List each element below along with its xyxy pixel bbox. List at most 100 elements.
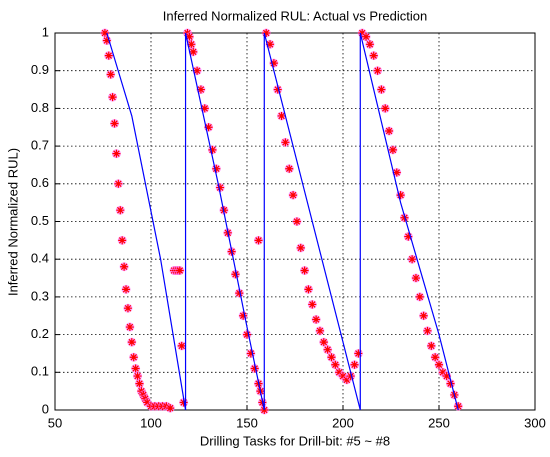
prediction-point	[315, 326, 325, 336]
point-star	[339, 372, 347, 381]
prediction-point	[127, 337, 137, 347]
y-tick-label: 0.7	[31, 138, 49, 153]
point-star	[187, 40, 196, 49]
point-star	[108, 93, 117, 102]
point-star	[388, 145, 397, 154]
point-star	[122, 285, 131, 294]
point-star	[129, 353, 138, 362]
point-star	[104, 51, 113, 60]
prediction-point	[165, 403, 175, 413]
prediction-point	[115, 205, 125, 215]
x-tick-label: 300	[524, 415, 546, 430]
prediction-point	[131, 364, 141, 374]
prediction-point	[125, 322, 135, 332]
point-star	[277, 111, 286, 120]
y-tick-label: 0.8	[31, 100, 49, 115]
point-star	[127, 338, 136, 347]
point-star	[246, 349, 255, 358]
prediction-point	[292, 217, 302, 226]
prediction-point	[121, 284, 131, 294]
prediction-point	[280, 137, 290, 147]
point-star	[100, 29, 109, 37]
chart-title: Inferred Normalized RUL: Actual vs Predi…	[163, 8, 427, 23]
point-star	[396, 191, 405, 200]
point-star	[235, 289, 244, 298]
point-star	[427, 341, 436, 350]
y-tick-label: 0.3	[31, 288, 49, 303]
prediction-point	[365, 39, 375, 49]
prediction-point	[133, 371, 143, 381]
point-star	[285, 164, 294, 173]
point-star	[292, 217, 301, 226]
prediction-point	[129, 352, 139, 362]
prediction-point	[369, 51, 379, 61]
prediction-point	[246, 348, 256, 358]
prediction-point	[119, 262, 129, 272]
prediction-point	[330, 360, 340, 370]
prediction-point	[238, 311, 248, 321]
point-star	[123, 304, 132, 313]
point-star	[243, 330, 251, 339]
prediction-point	[422, 326, 432, 336]
point-star	[300, 266, 309, 275]
prediction-point	[376, 85, 386, 95]
point-star	[289, 191, 298, 200]
prediction-point	[175, 266, 185, 276]
point-star	[125, 323, 134, 332]
point-star	[143, 398, 152, 407]
point-star	[254, 236, 263, 245]
point-star	[204, 123, 213, 132]
prediction-point	[296, 243, 306, 253]
y-tick-label: 0.5	[31, 213, 49, 228]
point-star	[335, 368, 344, 377]
prediction-point	[104, 51, 114, 61]
prediction-point	[453, 401, 463, 411]
point-star	[323, 345, 332, 354]
x-axis-label: Drilling Tasks for Drill-bit: #5 ~ #8	[200, 433, 390, 448]
x-tick-label: 150	[236, 415, 258, 430]
y-tick-label: 0.4	[31, 251, 49, 266]
point-star	[373, 66, 382, 75]
point-star	[319, 338, 328, 347]
prediction-point	[273, 85, 283, 95]
plot-frame	[54, 32, 536, 411]
point-star	[404, 232, 413, 241]
prediction-point	[415, 292, 425, 302]
point-star	[193, 66, 202, 75]
prediction-point	[326, 352, 336, 362]
prediction-point	[446, 379, 456, 389]
prediction-point	[411, 273, 421, 283]
prediction-point	[434, 360, 444, 370]
prediction-point	[134, 379, 144, 389]
point-star	[239, 311, 248, 320]
prediction-point	[177, 341, 187, 351]
prediction-point	[284, 164, 294, 174]
point-star	[135, 379, 144, 388]
prediction-point	[192, 66, 202, 76]
prediction-point	[102, 36, 112, 46]
prediction-point	[230, 269, 240, 279]
point-star	[369, 51, 378, 60]
prediction-point	[300, 266, 310, 276]
point-star	[435, 360, 443, 369]
point-star	[446, 379, 455, 388]
point-star	[106, 70, 115, 79]
point-star	[114, 179, 123, 188]
point-star	[442, 372, 451, 381]
point-star	[431, 353, 440, 362]
prediction-point	[307, 299, 317, 309]
prediction-point	[111, 149, 121, 159]
point-star	[208, 145, 217, 154]
prediction-point	[353, 348, 363, 358]
prediction-point	[380, 103, 390, 113]
prediction-point	[117, 235, 127, 245]
prediction-point	[346, 371, 356, 381]
point-star	[216, 183, 225, 192]
point-star	[392, 168, 401, 177]
point-star	[112, 149, 121, 158]
point-star	[175, 266, 184, 275]
point-star	[315, 326, 324, 335]
prediction-point	[207, 145, 217, 155]
